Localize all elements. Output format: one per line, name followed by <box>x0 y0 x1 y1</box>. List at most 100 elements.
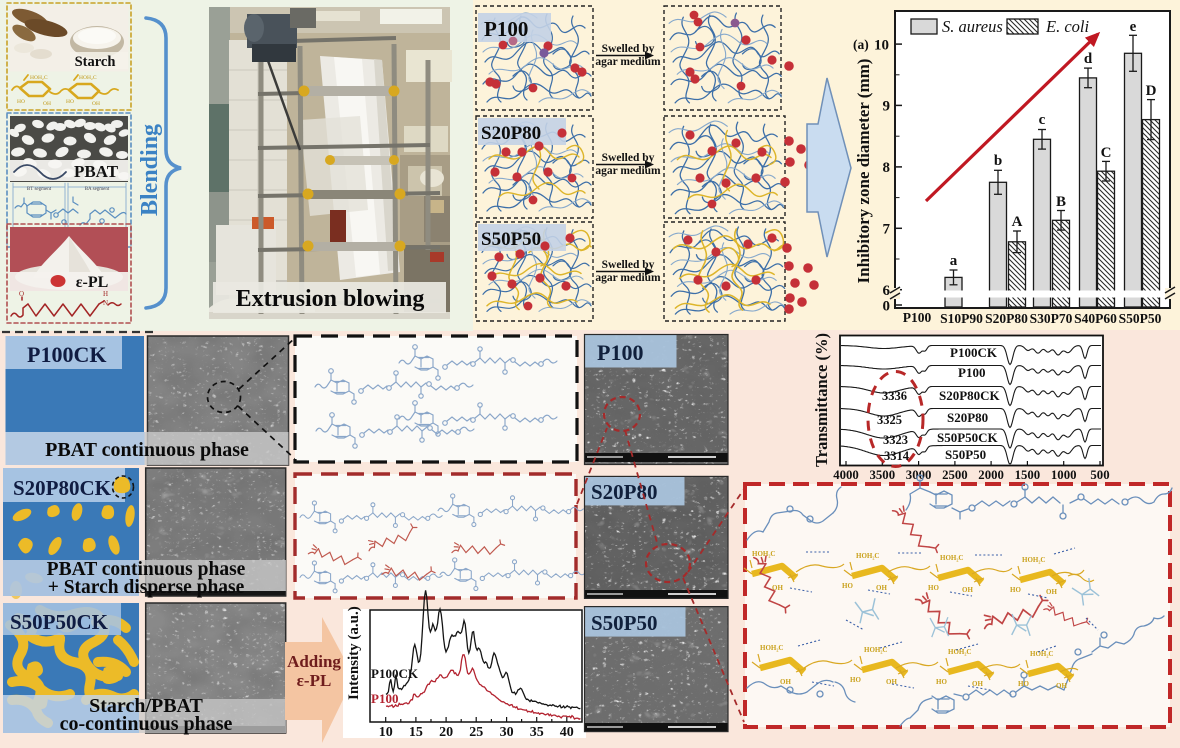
svg-text:S20P80CK: S20P80CK <box>939 388 1001 403</box>
svg-text:HO: HO <box>850 676 861 684</box>
svg-text:B: B <box>1056 194 1066 210</box>
svg-text:3336: 3336 <box>882 389 907 403</box>
svg-text:3323: 3323 <box>883 433 908 447</box>
svg-text:P100: P100 <box>371 691 398 706</box>
svg-text:HOH₂C: HOH₂C <box>940 554 964 562</box>
svg-text:BT segment: BT segment <box>27 187 52 192</box>
svg-text:20: 20 <box>439 725 453 740</box>
svg-text:3325: 3325 <box>877 413 902 427</box>
svg-text:P100: P100 <box>903 310 932 325</box>
svg-text:ε-PL: ε-PL <box>76 274 109 291</box>
svg-text:OH: OH <box>886 678 897 686</box>
svg-text:HO: HO <box>928 584 939 592</box>
svg-text:25: 25 <box>469 725 483 740</box>
svg-text:(a): (a) <box>853 37 869 52</box>
svg-text:40: 40 <box>560 725 574 740</box>
svg-text:agar medium: agar medium <box>595 56 661 68</box>
svg-text:PBAT continuous phase: PBAT continuous phase <box>47 559 246 580</box>
svg-text:OH: OH <box>1056 682 1067 690</box>
svg-text:OH: OH <box>876 584 887 592</box>
svg-text:HOH₂C: HOH₂C <box>948 648 972 656</box>
svg-text:HO: HO <box>936 678 947 686</box>
svg-text:Adding: Adding <box>287 652 341 671</box>
svg-text:S50P50CK: S50P50CK <box>937 430 999 445</box>
svg-text:OH: OH <box>780 678 791 686</box>
svg-text:OH: OH <box>92 101 100 107</box>
svg-text:P100CK: P100CK <box>27 342 106 367</box>
svg-text:HO: HO <box>1010 586 1021 594</box>
svg-text:S50P50: S50P50 <box>1119 311 1162 326</box>
svg-text:O: O <box>19 290 24 298</box>
svg-text:Blending: Blending <box>137 124 163 216</box>
svg-text:10: 10 <box>379 725 393 740</box>
svg-text:PBAT: PBAT <box>74 162 119 181</box>
svg-text:OH: OH <box>43 101 51 107</box>
svg-text:2500: 2500 <box>942 468 968 482</box>
svg-text:HOH₂C: HOH₂C <box>1022 556 1046 564</box>
svg-text:ε-PL: ε-PL <box>297 671 332 690</box>
svg-text:agar medium: agar medium <box>595 272 661 284</box>
svg-text:500: 500 <box>1090 468 1109 482</box>
svg-text:OH: OH <box>962 586 973 594</box>
svg-text:S20P80: S20P80 <box>481 123 541 144</box>
svg-text:S50P50: S50P50 <box>481 229 541 250</box>
svg-text:Inhibitory zone diameter (mm): Inhibitory zone diameter (mm) <box>854 59 873 284</box>
svg-text:HOH₂C: HOH₂C <box>864 646 888 654</box>
svg-text:S50P50CK: S50P50CK <box>10 610 109 634</box>
svg-text:Swelled by: Swelled by <box>602 259 655 271</box>
svg-text:S30P70: S30P70 <box>1030 311 1073 326</box>
svg-text:2000: 2000 <box>978 468 1004 482</box>
svg-text:6: 6 <box>883 283 891 299</box>
svg-text:+ Starch disperse phase: + Starch disperse phase <box>48 577 245 598</box>
svg-text:E. coli: E. coli <box>1045 17 1089 36</box>
svg-text:S20P80: S20P80 <box>985 311 1028 326</box>
svg-text:e: e <box>1130 19 1137 35</box>
svg-text:Intensity (a.u.): Intensity (a.u.) <box>346 606 362 700</box>
svg-text:S50P50: S50P50 <box>591 611 658 635</box>
svg-text:P100: P100 <box>958 365 985 380</box>
svg-text:Starch/PBAT: Starch/PBAT <box>89 695 203 717</box>
svg-text:HOH₂C: HOH₂C <box>760 644 784 652</box>
svg-text:OH: OH <box>972 680 983 688</box>
svg-text:9: 9 <box>883 99 891 115</box>
svg-text:BA segment: BA segment <box>85 187 110 192</box>
svg-text:HOH₂C: HOH₂C <box>1030 650 1054 658</box>
svg-text:3314: 3314 <box>884 449 910 463</box>
svg-text:HOH₂C: HOH₂C <box>79 75 97 81</box>
svg-text:S. aureus: S. aureus <box>942 17 1003 36</box>
svg-text:P100CK: P100CK <box>950 345 998 360</box>
svg-text:agar medium: agar medium <box>595 165 661 177</box>
svg-text:PBAT continuous phase: PBAT continuous phase <box>45 439 249 461</box>
svg-text:Transmittance (%): Transmittance (%) <box>812 333 831 467</box>
svg-text:S50P50: S50P50 <box>945 447 986 462</box>
svg-text:30: 30 <box>500 725 514 740</box>
svg-text:co-continuous phase: co-continuous phase <box>60 713 233 735</box>
svg-text:35: 35 <box>530 725 544 740</box>
svg-text:S40P60: S40P60 <box>1074 311 1117 326</box>
svg-text:S10P90: S10P90 <box>940 311 983 326</box>
svg-text:H: H <box>103 290 108 298</box>
svg-text:4000: 4000 <box>833 468 859 482</box>
svg-text:P100: P100 <box>597 340 643 365</box>
svg-text:HO: HO <box>842 582 853 590</box>
svg-text:a: a <box>950 253 958 269</box>
svg-text:10: 10 <box>874 38 889 54</box>
svg-text:OH: OH <box>772 584 783 592</box>
svg-text:Swelled by: Swelled by <box>602 152 655 164</box>
svg-text:P100CK: P100CK <box>371 666 419 681</box>
svg-text:0: 0 <box>883 299 891 315</box>
svg-text:HO: HO <box>1018 680 1029 688</box>
svg-text:C: C <box>1101 145 1112 161</box>
svg-text:Swelled by: Swelled by <box>602 43 655 55</box>
svg-text:S20P80: S20P80 <box>947 410 988 425</box>
svg-text:P100: P100 <box>484 17 528 41</box>
svg-text:HOH₂C: HOH₂C <box>856 552 880 560</box>
svg-text:8: 8 <box>883 160 891 176</box>
svg-text:7: 7 <box>883 222 891 238</box>
svg-text:3500: 3500 <box>870 468 896 482</box>
svg-text:OH: OH <box>1046 588 1057 596</box>
svg-text:HOH₂C: HOH₂C <box>752 550 776 558</box>
svg-text:c: c <box>1039 112 1046 128</box>
svg-text:HO: HO <box>17 99 25 105</box>
svg-text:S20P80: S20P80 <box>591 480 658 504</box>
